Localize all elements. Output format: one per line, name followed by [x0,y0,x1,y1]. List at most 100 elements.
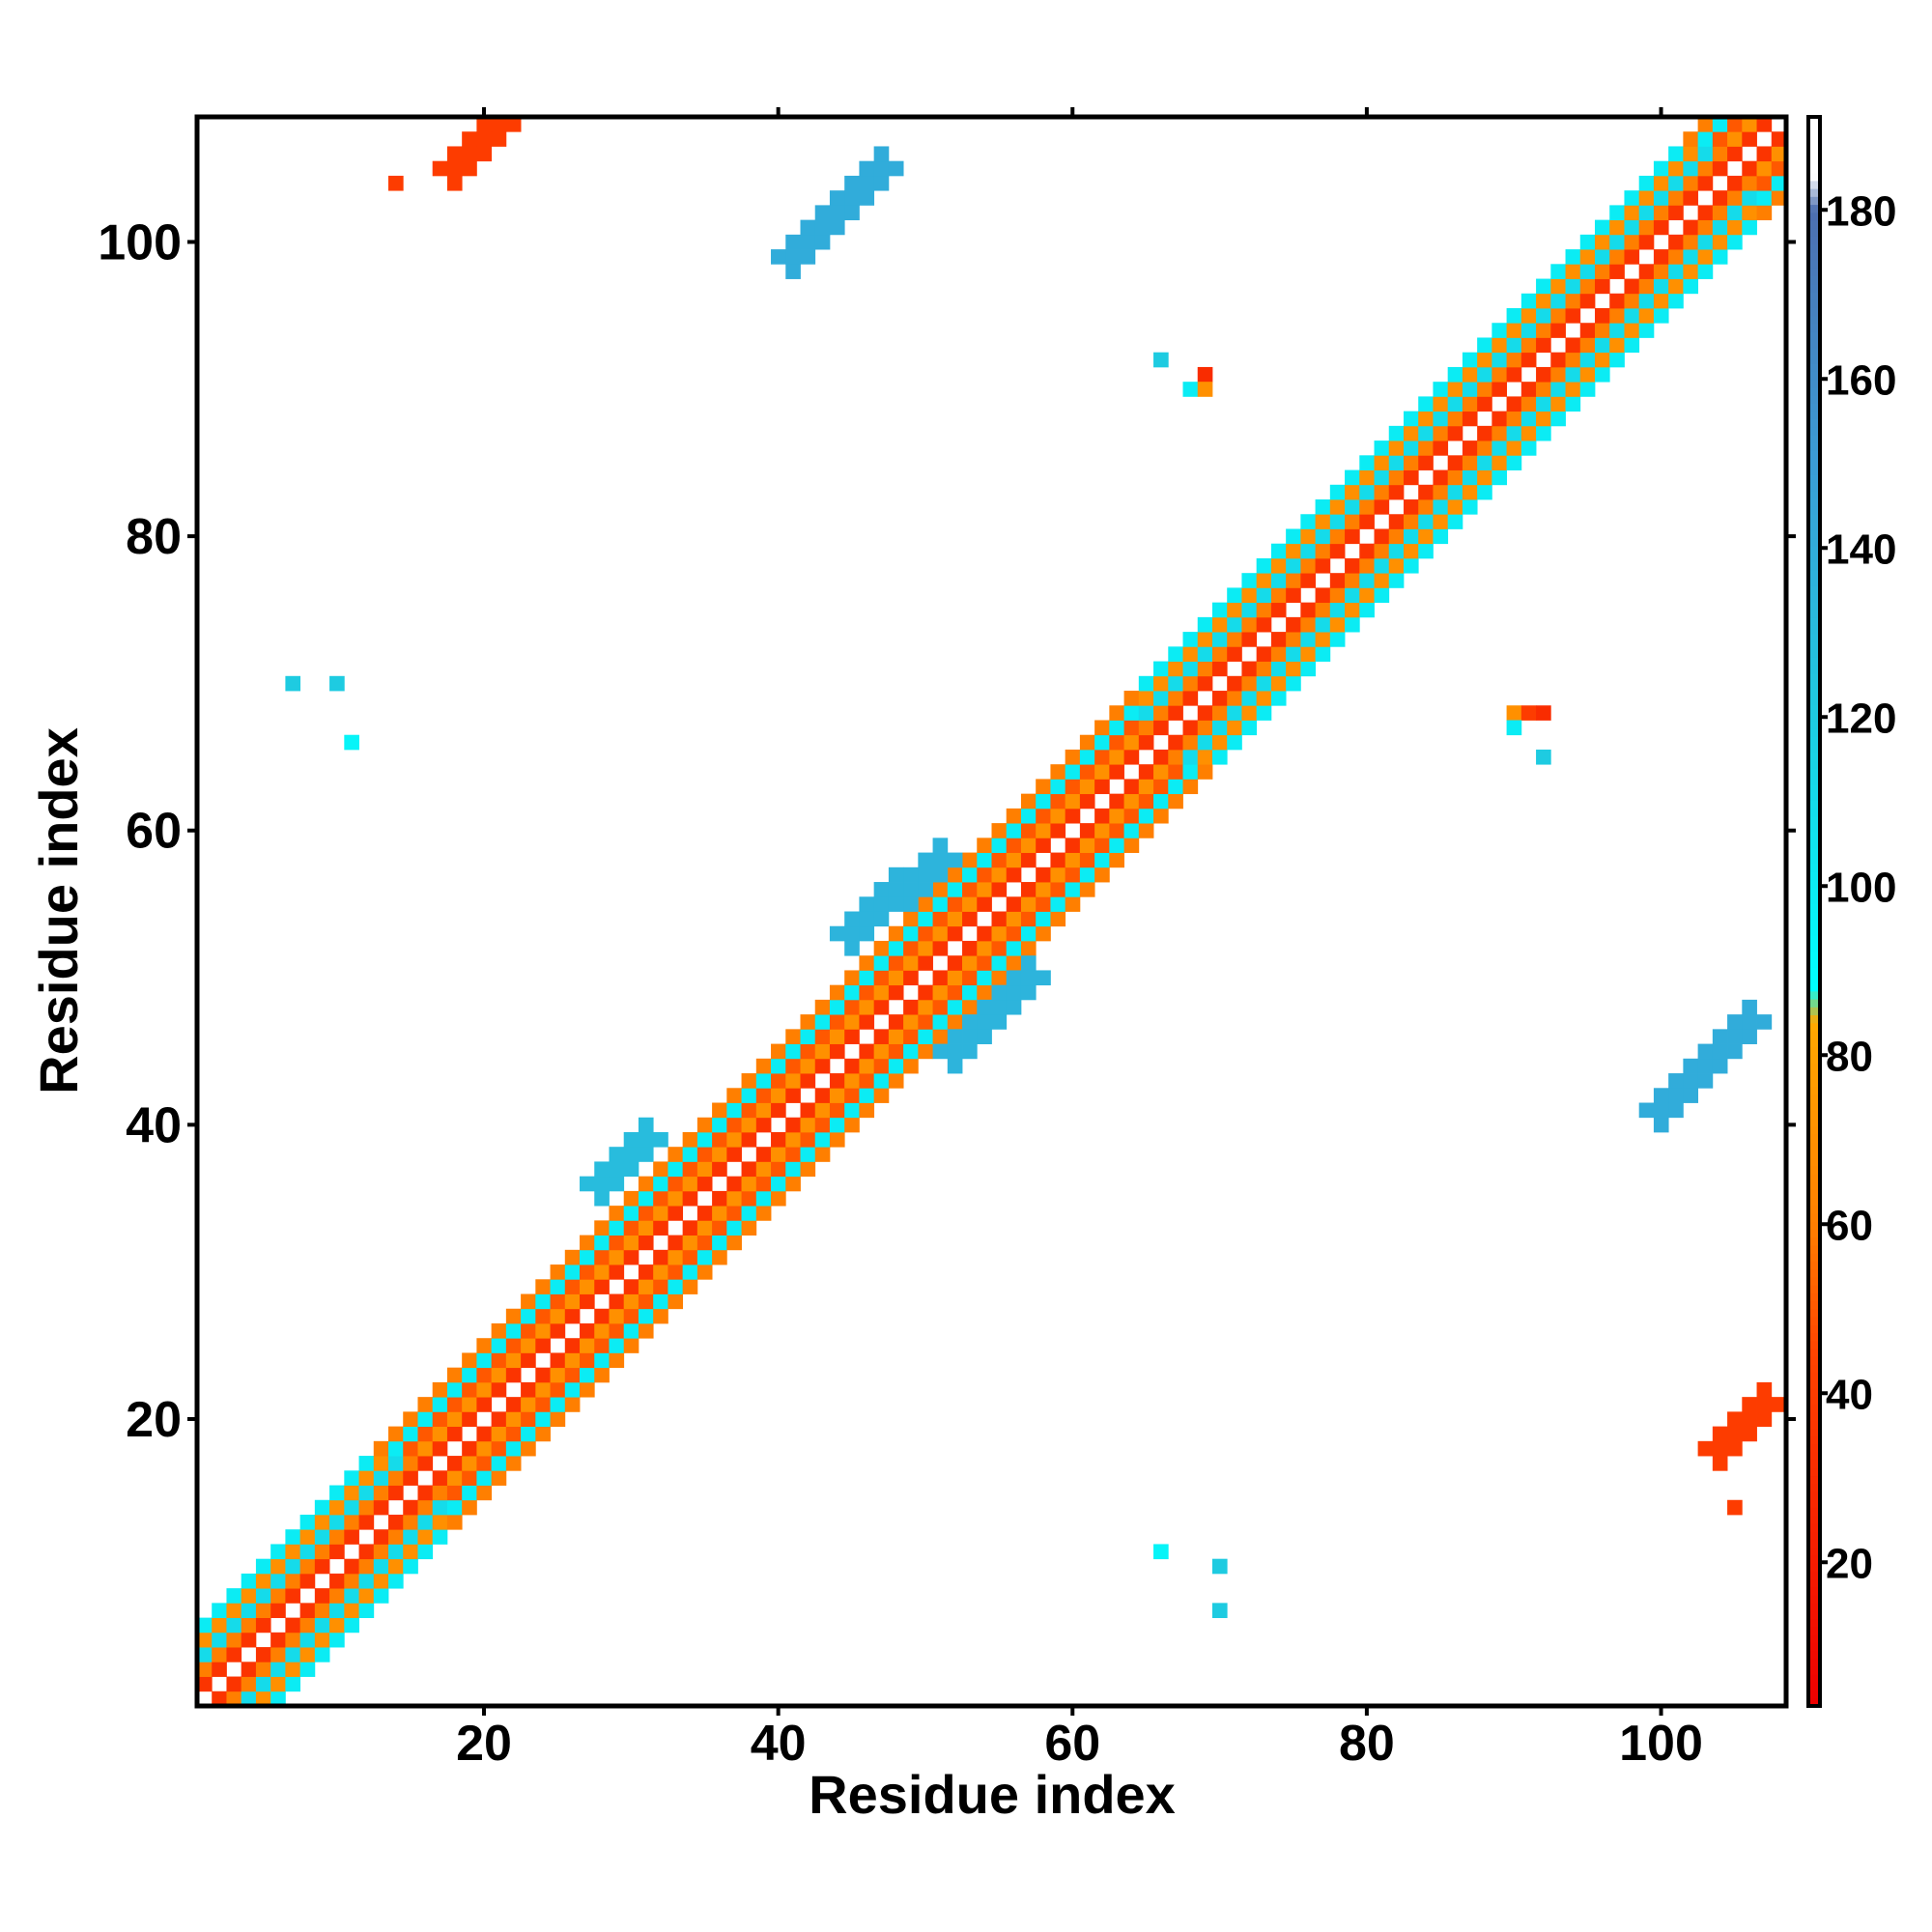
colorbar-segment [1808,704,1820,714]
heatmap-cell [432,1440,448,1457]
heatmap-cell [1006,955,1022,971]
heatmap-cell [682,1279,698,1294]
colorbar-segment [1808,1603,1820,1611]
heatmap-cell [1079,852,1095,868]
heatmap-cell [1315,632,1331,647]
heatmap-cell [446,146,463,162]
heatmap-cell [476,146,493,162]
heatmap-cell [623,1190,639,1207]
colorbar-segment [1808,1030,1820,1039]
colorbar-segment [1808,1515,1820,1524]
heatmap-cell [299,1603,316,1619]
colorbar-segment [1808,228,1820,237]
heatmap-cell [1579,249,1596,265]
colorbar-segment [1808,1571,1820,1579]
heatmap-cell [814,1029,831,1044]
heatmap-cell [771,1190,786,1207]
colorbar-segment [1808,1205,1820,1214]
colorbar-segment [1808,204,1820,213]
heatmap-cell [1742,175,1757,191]
heatmap-cell [888,160,904,177]
heatmap-cell [962,896,978,912]
heatmap-cell [771,1176,786,1192]
heatmap-cell [1006,896,1022,912]
heatmap-cell [1609,264,1625,279]
heatmap-cell [1727,117,1743,132]
colorbar-segment [1808,1658,1820,1667]
heatmap-cell [564,1264,581,1280]
heatmap-cell [726,1117,742,1133]
heatmap-cell [1653,1088,1669,1103]
heatmap-cell [623,1293,639,1310]
heatmap-cell [1433,528,1449,545]
heatmap-cell [623,1131,639,1148]
colorbar-segment [1808,578,1820,586]
heatmap-cell [712,1117,727,1133]
heatmap-cell [1197,632,1213,647]
colorbar-segment [1808,435,1820,443]
heatmap-cell [373,1485,389,1501]
heatmap-cell [1594,352,1610,368]
heatmap-cell [609,1322,625,1339]
heatmap-cell [358,1573,375,1589]
heatmap-cell [844,190,860,206]
heatmap-cell [270,1544,286,1560]
heatmap-cell [991,925,1008,942]
colorbar-segment [1808,1285,1820,1293]
colorbar-segment [1808,546,1820,554]
heatmap-cell [1345,514,1360,529]
heatmap-cell [1447,484,1463,500]
heatmap-cell [1727,234,1743,250]
heatmap-cell [1315,499,1331,515]
heatmap-cell [1020,925,1037,942]
heatmap-cell [785,249,801,265]
heatmap-cell [1036,793,1051,810]
colorbar-segment [1808,529,1820,539]
heatmap-cell [1712,1440,1728,1457]
heatmap-cell [521,1338,536,1353]
heatmap-cell [1506,440,1522,456]
heatmap-cell [241,1676,257,1692]
heatmap-cell [1506,720,1522,736]
colorbar-segment [1808,895,1820,904]
heatmap-cell [1138,764,1154,780]
heatmap-cell [1109,838,1124,853]
heatmap-cell [1697,1058,1714,1074]
heatmap-cell [255,1690,271,1707]
heatmap-cell [771,1161,786,1178]
colorbar-segment [1808,1070,1820,1079]
colorbar-segment [1808,140,1820,150]
heatmap-cell [1565,396,1581,412]
heatmap-cell [1624,278,1640,295]
heatmap-cell [682,1264,698,1280]
heatmap-cell [388,1426,404,1442]
heatmap-cell [1418,514,1434,529]
heatmap-cell [1211,1603,1228,1619]
heatmap-cell [1300,602,1316,618]
heatmap-cell [1241,602,1258,618]
heatmap-cell [1712,1426,1728,1442]
heatmap-cell [1153,705,1169,721]
heatmap-cell [1433,411,1449,427]
heatmap-cell [344,1499,359,1516]
heatmap-cell [712,1147,727,1162]
heatmap-cell [888,896,904,912]
heatmap-cell [1359,455,1375,470]
heatmap-cell [977,1029,992,1044]
heatmap-cell [446,1499,463,1516]
heatmap-cell [1065,779,1081,795]
heatmap-cell [609,1249,625,1265]
heatmap-cell [1712,1058,1728,1074]
heatmap-cell [241,1617,257,1634]
colorbar-segment [1808,712,1820,722]
colorbar-segment [1808,864,1820,872]
colorbar-segment [1808,1189,1820,1199]
heatmap-cell [1006,823,1022,838]
heatmap-cell [903,867,919,883]
heatmap-cell [270,1676,286,1692]
heatmap-cell [977,852,992,868]
heatmap-cell [1329,499,1346,515]
heatmap-cell [1036,925,1051,942]
heatmap-cell [432,1411,448,1427]
heatmap-cell [1182,779,1199,795]
